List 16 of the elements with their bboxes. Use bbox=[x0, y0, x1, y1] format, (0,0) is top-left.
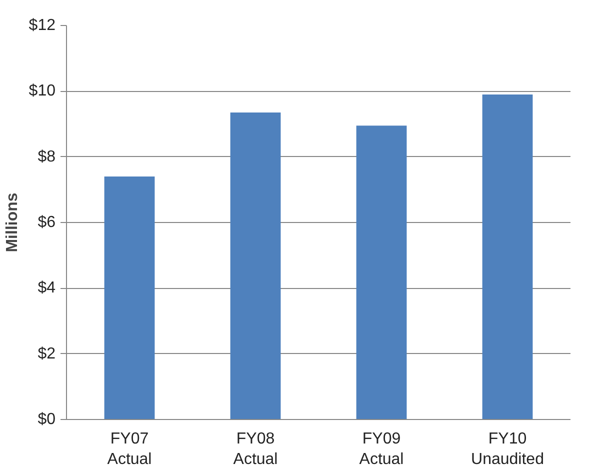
x-tick-label: FY07 Actual bbox=[107, 430, 152, 468]
y-tick-label: $8 bbox=[38, 148, 56, 166]
x-tick-label: FY08 Actual bbox=[233, 430, 278, 468]
bar bbox=[104, 176, 155, 420]
bar bbox=[482, 94, 533, 420]
y-tick-label: $2 bbox=[38, 345, 56, 362]
x-tick-label: FY09 Actual bbox=[359, 430, 404, 468]
bar bbox=[230, 112, 281, 420]
y-tick-label: $4 bbox=[38, 280, 56, 297]
x-tick-label: FY10 Unaudited bbox=[471, 430, 544, 468]
y-axis-title: Millions bbox=[4, 192, 21, 252]
y-tick-label: $0 bbox=[38, 411, 56, 428]
y-tick-label: $6 bbox=[38, 214, 56, 231]
y-tick-label: $12 bbox=[28, 17, 56, 34]
bar bbox=[356, 126, 407, 420]
y-tick-label: $10 bbox=[28, 82, 56, 100]
